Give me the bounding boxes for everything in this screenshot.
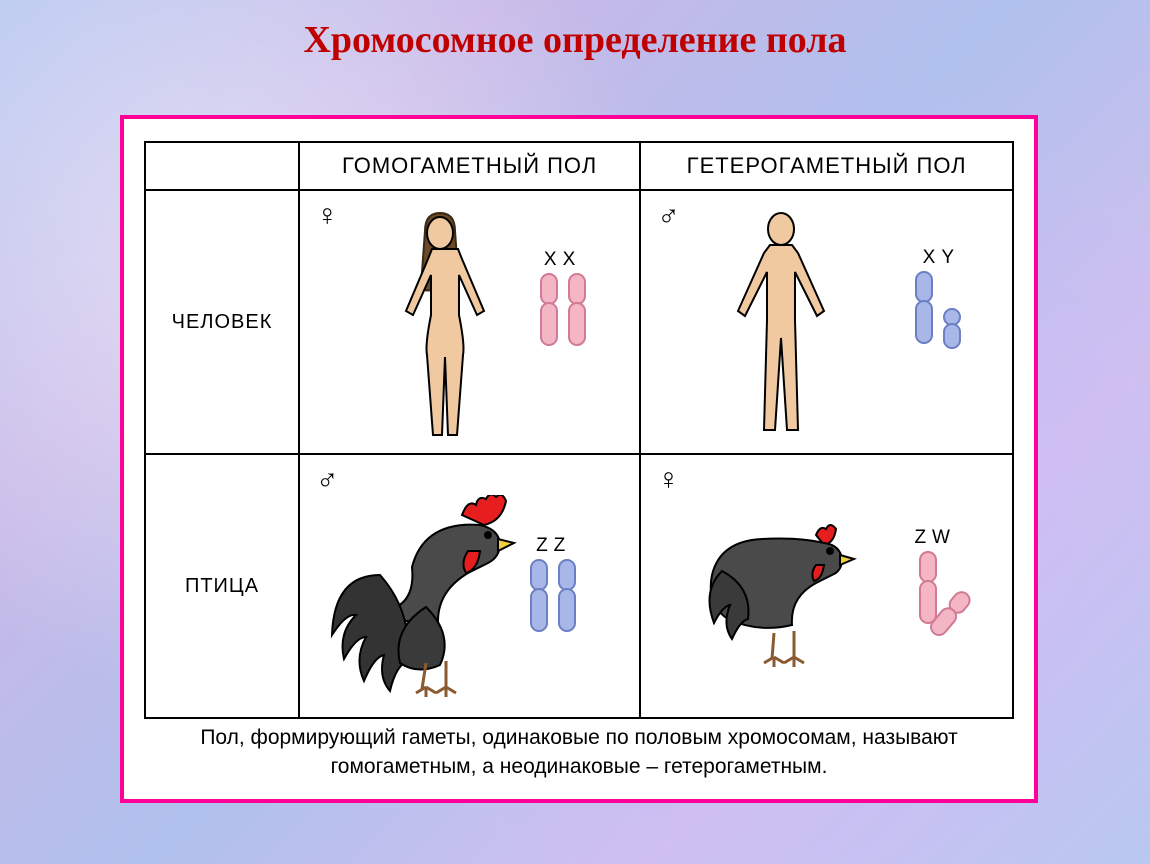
slide-title: Хромосомное определение пола: [0, 18, 1150, 62]
col-header-homogametic: ГОМОГАМЕТНЫЙ ПОЛ: [299, 142, 640, 190]
row-label-human: ЧЕЛОВЕК: [145, 190, 299, 454]
man-figure: [726, 209, 836, 444]
chrom-label-zw: ZW: [914, 527, 956, 549]
male-symbol: ♂: [657, 199, 680, 233]
chromosomes-zz: [527, 559, 579, 637]
female-symbol: ♀: [657, 463, 680, 497]
cell-bird-homogametic: ♂: [299, 454, 640, 718]
row-label-bird: ПТИЦА: [145, 454, 299, 718]
chrom-label-xy: XY: [923, 247, 960, 269]
cell-bird-heterogametic: ♀: [640, 454, 1013, 718]
sex-determination-table: ГОМОГАМЕТНЫЙ ПОЛ ГЕТЕРОГАМЕТНЫЙ ПОЛ ЧЕЛО…: [144, 141, 1014, 719]
diagram-card: ГОМОГАМЕТНЫЙ ПОЛ ГЕТЕРОГАМЕТНЫЙ ПОЛ ЧЕЛО…: [120, 115, 1038, 803]
cell-human-heterogametic: ♂ XY: [640, 190, 1013, 454]
male-symbol: ♂: [316, 463, 339, 497]
rooster-figure: [330, 495, 540, 710]
table-corner: [145, 142, 299, 190]
chrom-label-xx: XX: [544, 249, 581, 271]
slide-background: Хромосомное определение пола ГОМОГАМЕТНЫ…: [0, 0, 1150, 864]
woman-figure: [390, 211, 490, 441]
cell-human-homogametic: ♀ XX: [299, 190, 640, 454]
chromosomes-xx: [537, 273, 589, 351]
chromosomes-xy: [912, 271, 964, 349]
diagram-caption: Пол, формирующий гаметы, одинаковые по п…: [154, 724, 1004, 781]
hen-figure: [696, 515, 876, 700]
chromosomes-zw: [916, 551, 968, 629]
female-symbol: ♀: [316, 199, 339, 233]
chrom-label-zz: ZZ: [536, 535, 571, 557]
col-header-heterogametic: ГЕТЕРОГАМЕТНЫЙ ПОЛ: [640, 142, 1013, 190]
